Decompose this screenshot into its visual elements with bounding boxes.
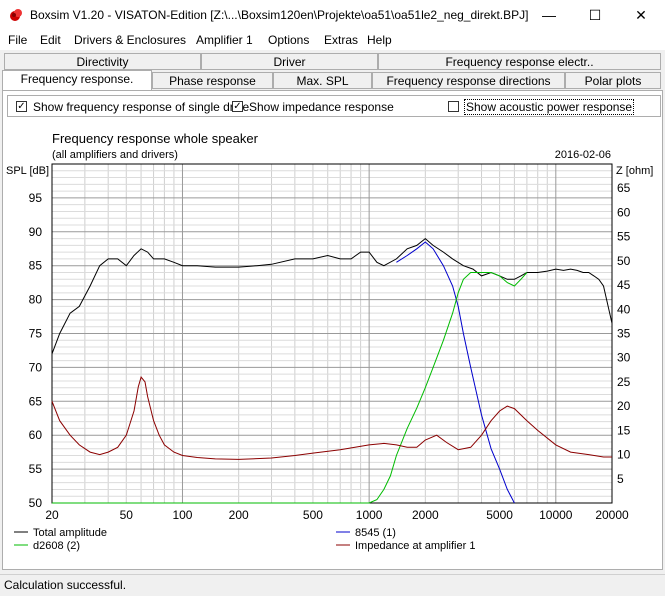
tab-directivity[interactable]: Directivity (4, 53, 201, 70)
tab-max-spl[interactable]: Max. SPL (273, 72, 372, 89)
single-drive-checkbox[interactable]: ✓ (16, 101, 27, 112)
tab-frequency-response-electr[interactable]: Frequency response electr.. (378, 53, 661, 70)
boxsim-app-icon (10, 9, 22, 21)
tab-phase-response[interactable]: Phase response (152, 72, 273, 89)
impedance-checkbox[interactable]: ✓ (232, 101, 243, 112)
options-bar: ✓ Show frequency response of single driv… (7, 95, 661, 117)
menu-amplifier[interactable]: Amplifier 1 (196, 33, 253, 47)
tab-polar-plots[interactable]: Polar plots (565, 72, 661, 89)
close-button[interactable]: ✕ (635, 6, 647, 23)
acoustic-power-checkbox[interactable] (448, 101, 459, 112)
menu-bar: File Edit Drivers & Enclosures Amplifier… (0, 30, 665, 50)
frequency-response-panel: ✓ Show frequency response of single driv… (2, 90, 663, 570)
menu-help[interactable]: Help (367, 33, 392, 47)
acoustic-power-label[interactable]: Show acoustic power response (464, 99, 635, 115)
minimize-button[interactable]: — (542, 7, 556, 23)
tab-frequency-response[interactable]: Frequency response. (2, 70, 152, 90)
menu-options[interactable]: Options (268, 33, 310, 47)
single-drive-label[interactable]: Show frequency response of single drive (33, 100, 250, 114)
tab-driver[interactable]: Driver (201, 53, 378, 70)
window-title: Boxsim V1.20 - VISATON-Edition [Z:\...\B… (30, 8, 529, 22)
menu-file[interactable]: File (8, 33, 28, 47)
status-bar: Calculation successful. (0, 574, 665, 596)
maximize-button[interactable]: ☐ (588, 6, 602, 23)
menu-drivers-enclosures[interactable]: Drivers & Enclosures (74, 33, 187, 47)
menu-edit[interactable]: Edit (40, 33, 61, 47)
tab-frequency-response-directions[interactable]: Frequency response directions (372, 72, 565, 89)
impedance-label[interactable]: Show impedance response (249, 100, 394, 114)
menu-extras[interactable]: Extras (324, 33, 359, 47)
status-text: Calculation successful. (4, 578, 127, 592)
title-bar: Boxsim V1.20 - VISATON-Edition [Z:\...\B… (0, 0, 665, 30)
